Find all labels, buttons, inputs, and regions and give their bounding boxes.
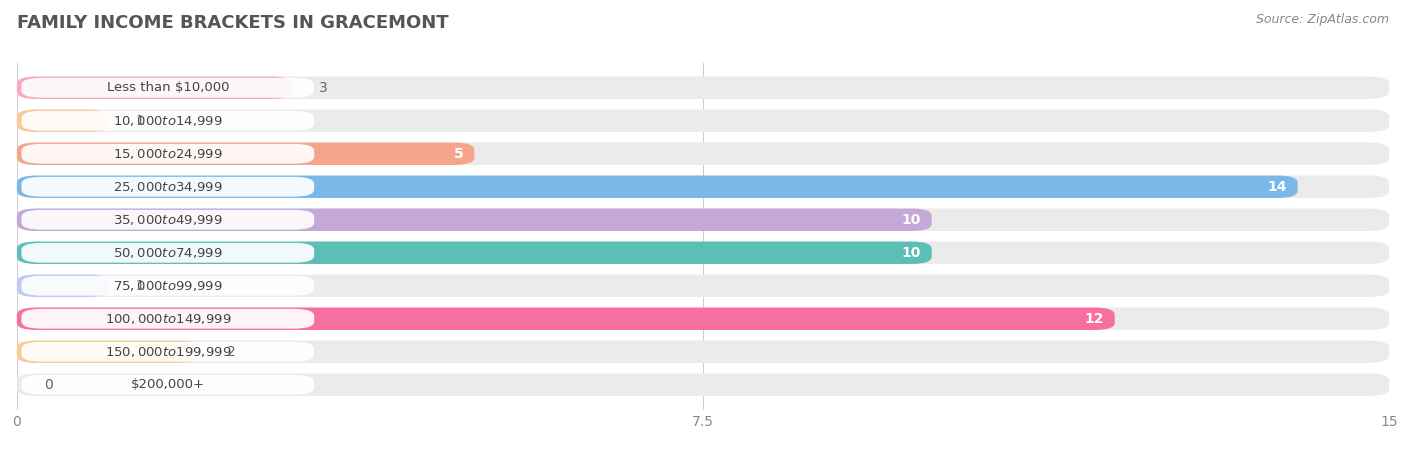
Text: Less than $10,000: Less than $10,000 [107, 81, 229, 94]
FancyBboxPatch shape [17, 242, 932, 264]
FancyBboxPatch shape [17, 176, 1389, 198]
Text: $15,000 to $24,999: $15,000 to $24,999 [112, 147, 222, 161]
FancyBboxPatch shape [17, 374, 1389, 396]
Text: 12: 12 [1084, 312, 1104, 326]
FancyBboxPatch shape [17, 176, 1298, 198]
FancyBboxPatch shape [17, 341, 1389, 363]
Text: $150,000 to $199,999: $150,000 to $199,999 [104, 345, 231, 359]
Text: 14: 14 [1267, 180, 1286, 194]
FancyBboxPatch shape [17, 274, 108, 297]
FancyBboxPatch shape [17, 307, 1115, 330]
FancyBboxPatch shape [21, 177, 314, 197]
Text: 1: 1 [136, 279, 145, 293]
FancyBboxPatch shape [21, 342, 314, 362]
Text: $100,000 to $149,999: $100,000 to $149,999 [104, 312, 231, 326]
Text: 2: 2 [228, 345, 236, 359]
FancyBboxPatch shape [17, 242, 1389, 264]
FancyBboxPatch shape [17, 109, 108, 132]
FancyBboxPatch shape [17, 208, 1389, 231]
FancyBboxPatch shape [17, 143, 474, 165]
Text: $35,000 to $49,999: $35,000 to $49,999 [112, 213, 222, 227]
FancyBboxPatch shape [17, 109, 1389, 132]
FancyBboxPatch shape [21, 78, 314, 98]
Text: 5: 5 [454, 147, 464, 161]
FancyBboxPatch shape [21, 243, 314, 263]
FancyBboxPatch shape [17, 341, 200, 363]
FancyBboxPatch shape [21, 144, 314, 164]
Text: Source: ZipAtlas.com: Source: ZipAtlas.com [1256, 14, 1389, 27]
FancyBboxPatch shape [17, 307, 1389, 330]
Text: $200,000+: $200,000+ [131, 378, 205, 391]
FancyBboxPatch shape [21, 210, 314, 230]
FancyBboxPatch shape [21, 111, 314, 130]
FancyBboxPatch shape [17, 208, 932, 231]
FancyBboxPatch shape [17, 76, 1389, 99]
Text: $50,000 to $74,999: $50,000 to $74,999 [112, 246, 222, 260]
FancyBboxPatch shape [21, 375, 314, 395]
FancyBboxPatch shape [21, 276, 314, 296]
FancyBboxPatch shape [17, 274, 1389, 297]
Text: 10: 10 [901, 246, 921, 260]
Text: FAMILY INCOME BRACKETS IN GRACEMONT: FAMILY INCOME BRACKETS IN GRACEMONT [17, 14, 449, 32]
Text: 0: 0 [45, 378, 53, 392]
Text: $25,000 to $34,999: $25,000 to $34,999 [112, 180, 222, 194]
FancyBboxPatch shape [17, 143, 1389, 165]
Text: $75,000 to $99,999: $75,000 to $99,999 [112, 279, 222, 293]
Text: 3: 3 [319, 81, 328, 95]
FancyBboxPatch shape [21, 309, 314, 328]
Text: 1: 1 [136, 114, 145, 128]
Text: 10: 10 [901, 213, 921, 227]
FancyBboxPatch shape [17, 76, 291, 99]
Text: $10,000 to $14,999: $10,000 to $14,999 [112, 114, 222, 128]
